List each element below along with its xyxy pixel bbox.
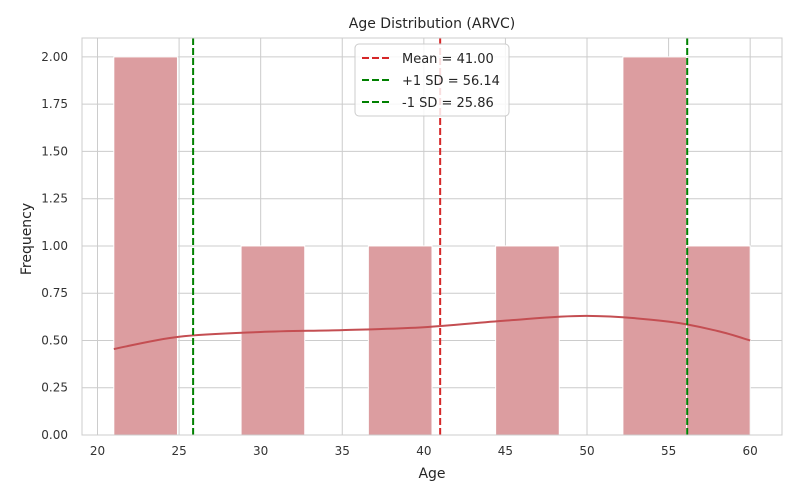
- y-tick-label: 0.75: [41, 286, 68, 300]
- histogram-bar: [113, 56, 178, 436]
- y-tick-label: 0.25: [41, 381, 68, 395]
- y-tick-label: 0.00: [41, 428, 68, 442]
- legend-entry-label: -1 SD = 25.86: [402, 96, 494, 111]
- x-tick-label: 60: [743, 444, 758, 458]
- y-tick-label: 1.25: [41, 192, 68, 206]
- axes-frame: [81, 37, 783, 436]
- y-tick-label: 2.00: [41, 50, 68, 64]
- histogram-bar: [240, 245, 306, 436]
- kde-curve: [113, 314, 751, 350]
- x-tick-label: 20: [90, 444, 105, 458]
- legend: Mean = 41.00 +1 SD = 56.14 -1 SD = 25.86: [354, 43, 510, 117]
- x-tick-label: 50: [579, 444, 594, 458]
- kde-layer: [113, 314, 751, 350]
- y-tick-label: 1.75: [41, 97, 68, 111]
- x-tick-label: 45: [498, 444, 513, 458]
- y-tick-label: 1.00: [41, 239, 68, 253]
- legend-box: [354, 43, 510, 117]
- legend-entry-label: +1 SD = 56.14: [402, 74, 500, 89]
- histogram-bar: [367, 245, 433, 436]
- y-axis-title: Frequency: [19, 203, 35, 275]
- tick-label-layer: 20 25 30 35 40 45 50 55 60 0.00 0.25 0.50 0.75 1.00 1.…: [41, 50, 758, 458]
- histogram-bar: [495, 245, 560, 436]
- x-tick-label: 55: [661, 444, 676, 458]
- bar-layer: [113, 56, 751, 436]
- x-tick-label: 25: [171, 444, 186, 458]
- x-axis-title: Age: [418, 466, 445, 482]
- y-tick-label: 1.50: [41, 144, 68, 158]
- legend-entry-label: Mean = 41.00: [402, 52, 494, 67]
- x-tick-label: 40: [416, 444, 431, 458]
- y-tick-label: 0.50: [41, 333, 68, 347]
- histogram-bar: [686, 245, 751, 436]
- x-tick-label: 30: [253, 444, 268, 458]
- chart-title: Age Distribution (ARVC): [349, 16, 515, 32]
- x-tick-label: 35: [335, 444, 350, 458]
- histogram-bar: [622, 56, 688, 436]
